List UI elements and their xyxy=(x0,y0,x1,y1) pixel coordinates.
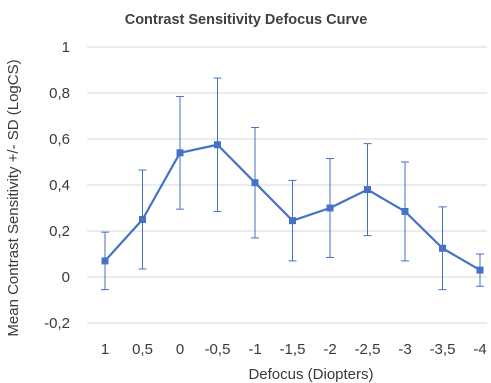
y-tick-label-5: 0,8 xyxy=(49,85,70,102)
x-tick-label-1: 0,5 xyxy=(132,341,153,358)
x-tick-label-8: -3 xyxy=(398,341,411,358)
data-point-2 xyxy=(176,149,184,157)
y-tick-label-6: 1 xyxy=(62,39,70,56)
chart-title: Contrast Sensitivity Defocus Curve xyxy=(125,12,368,28)
x-tick-label-9: -3,5 xyxy=(430,341,456,358)
data-point-4 xyxy=(251,179,259,187)
x-tick-label-7: -2,5 xyxy=(355,341,381,358)
data-point-3 xyxy=(214,141,221,149)
error-bars xyxy=(101,77,484,291)
grid-lines xyxy=(87,46,487,324)
data-points xyxy=(101,141,484,274)
x-tick-labels: 1 0,5 0 -0,5 -1 -1,5 -2 -2,5 -3 -3,5 -4 xyxy=(101,341,487,358)
data-point-5 xyxy=(289,217,296,225)
y-tick-labels: -0,2 0 0,2 0,4 0,6 0,8 1 xyxy=(44,39,70,332)
x-tick-label-3: -0,5 xyxy=(205,341,231,358)
y-axis-title: Mean Contrast Sensitivity +/- SD (LogCS) xyxy=(5,59,22,336)
data-point-8 xyxy=(401,207,409,215)
data-point-9 xyxy=(439,244,446,252)
data-point-10 xyxy=(476,266,484,274)
x-tick-label-6: -2 xyxy=(323,341,336,358)
data-point-7 xyxy=(364,186,371,194)
x-tick-label-10: -4 xyxy=(473,341,486,358)
x-tick-label-2: 0 xyxy=(176,341,184,358)
data-point-0 xyxy=(101,257,109,265)
x-tick-label-0: 1 xyxy=(101,341,109,358)
x-axis-title: Defocus (Diopters) xyxy=(248,366,373,383)
x-tick-label-5: -1,5 xyxy=(280,341,306,358)
y-tick-label-2: 0,2 xyxy=(49,223,70,240)
x-tick-label-4: -1 xyxy=(248,341,261,358)
y-tick-label-0: -0,2 xyxy=(44,315,70,332)
data-point-1 xyxy=(139,216,146,223)
y-tick-label-3: 0,4 xyxy=(49,177,70,194)
y-tick-label-1: 0 xyxy=(62,269,70,286)
data-point-6 xyxy=(326,204,334,212)
y-tick-label-4: 0,6 xyxy=(49,131,70,148)
